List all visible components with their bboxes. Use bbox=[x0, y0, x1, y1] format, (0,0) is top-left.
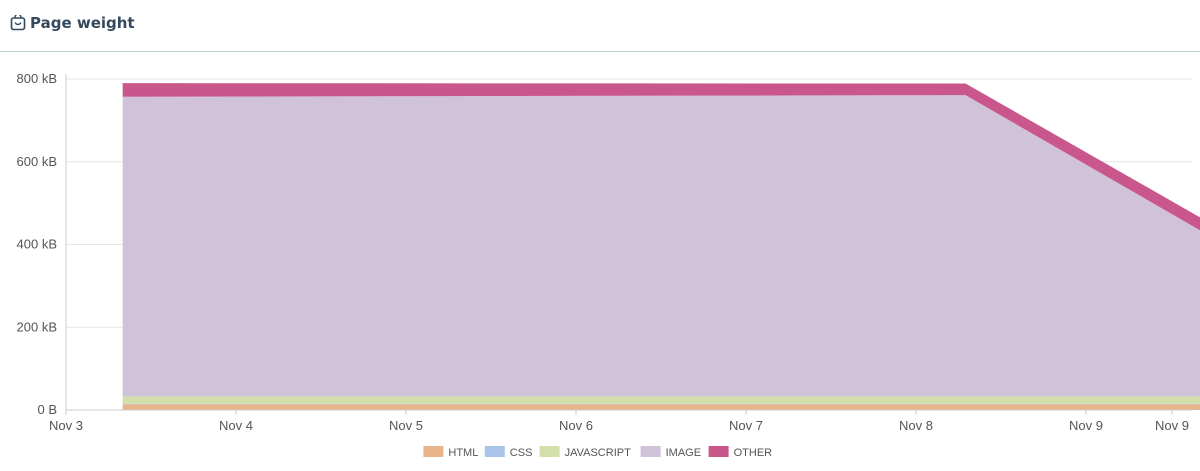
y-tick-label: 600 kB bbox=[17, 154, 57, 169]
x-tick-label: Nov 6 bbox=[559, 418, 593, 433]
y-tick-label: 200 kB bbox=[17, 319, 57, 334]
legend-label-javascript: JAVASCRIPT bbox=[565, 447, 631, 459]
area-image bbox=[122, 95, 1200, 397]
y-axis-labels: 0 B 200 kB 400 kB 600 kB 800 kB bbox=[17, 71, 57, 417]
y-tick-label: 400 kB bbox=[17, 237, 57, 252]
panel-header: Page weight bbox=[0, 0, 1200, 52]
legend-swatch-other bbox=[708, 446, 729, 457]
x-tick-label: Nov 9 bbox=[1155, 418, 1189, 433]
chart-legend: HTML CSS JAVASCRIPT IMAGE OTHER bbox=[423, 446, 772, 459]
legend-swatch-html bbox=[423, 446, 444, 457]
area-javascript bbox=[122, 396, 1200, 404]
x-tick-label: Nov 7 bbox=[729, 418, 763, 433]
x-tick-label: Nov 8 bbox=[899, 418, 933, 433]
chart-axes bbox=[65, 74, 1192, 415]
legend-swatch-javascript bbox=[539, 446, 560, 457]
y-tick-label: 0 B bbox=[37, 402, 57, 417]
title-wrap: Page weight bbox=[10, 12, 135, 34]
page-title: Page weight bbox=[30, 14, 135, 32]
legend-label-css: CSS bbox=[510, 447, 533, 459]
legend-label-other: OTHER bbox=[734, 447, 773, 459]
x-tick-label: Nov 5 bbox=[389, 418, 423, 433]
legend-swatch-css bbox=[484, 446, 505, 457]
chart-areas bbox=[122, 83, 1200, 410]
x-tick-label: Nov 3 bbox=[49, 418, 83, 433]
x-axis-labels: Nov 3 Nov 4 Nov 5 Nov 6 Nov 7 Nov 8 Nov 9 Nov 9 bbox=[49, 418, 1189, 433]
page-weight-icon bbox=[10, 15, 26, 31]
y-tick-label: 800 kB bbox=[17, 71, 57, 86]
legend-swatch-image bbox=[640, 446, 661, 457]
legend-label-image: IMAGE bbox=[666, 447, 701, 459]
x-tick-label: Nov 4 bbox=[219, 418, 253, 433]
x-tick-label: Nov 9 bbox=[1069, 418, 1103, 433]
area-html bbox=[122, 404, 1200, 410]
legend-label-html: HTML bbox=[448, 447, 478, 459]
